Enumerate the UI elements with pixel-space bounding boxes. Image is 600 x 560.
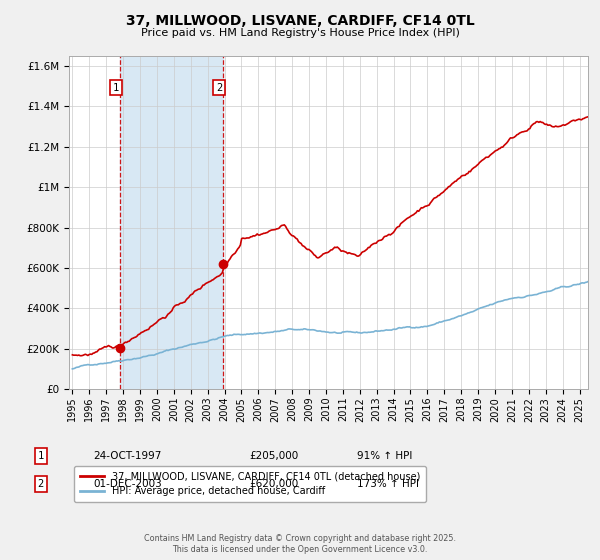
Legend: 37, MILLWOOD, LISVANE, CARDIFF, CF14 0TL (detached house), HPI: Average price, d: 37, MILLWOOD, LISVANE, CARDIFF, CF14 0TL… [74,466,426,502]
Text: 2: 2 [38,479,44,489]
Text: 24-OCT-1997: 24-OCT-1997 [93,451,161,461]
Text: £620,000: £620,000 [249,479,298,489]
Text: 173% ↑ HPI: 173% ↑ HPI [357,479,419,489]
Text: 01-DEC-2003: 01-DEC-2003 [93,479,162,489]
Text: 1: 1 [38,451,44,461]
Text: Contains HM Land Registry data © Crown copyright and database right 2025.
This d: Contains HM Land Registry data © Crown c… [144,534,456,554]
Text: 37, MILLWOOD, LISVANE, CARDIFF, CF14 0TL: 37, MILLWOOD, LISVANE, CARDIFF, CF14 0TL [125,14,475,28]
Text: £205,000: £205,000 [249,451,298,461]
Text: 91% ↑ HPI: 91% ↑ HPI [357,451,412,461]
Text: Price paid vs. HM Land Registry's House Price Index (HPI): Price paid vs. HM Land Registry's House … [140,28,460,38]
Text: 1: 1 [113,83,119,92]
Bar [120,56,223,389]
Text: 2: 2 [216,83,222,92]
